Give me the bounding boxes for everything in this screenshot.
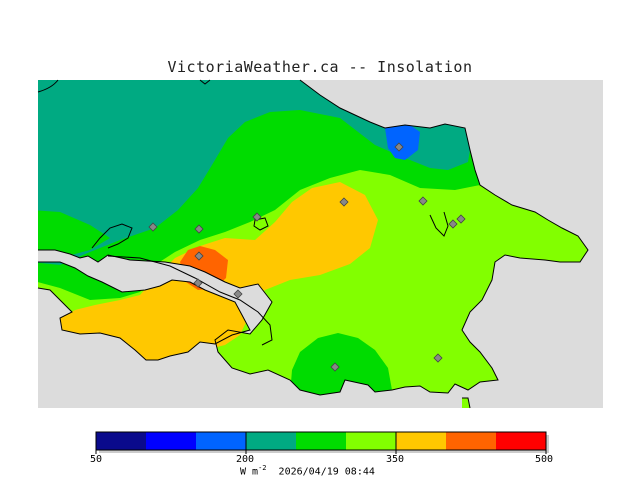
contour-50-125-region bbox=[385, 125, 420, 160]
station-marker-12[interactable] bbox=[433, 353, 443, 363]
coastline-bay-west bbox=[429, 211, 449, 237]
legend-bin-2 bbox=[146, 432, 196, 450]
coastline-island bbox=[253, 217, 269, 231]
legend-units: W m-2 2026/04/19 08:44 bbox=[240, 464, 375, 477]
legend-bin-4 bbox=[246, 432, 296, 450]
coastline-north-mainland bbox=[38, 79, 589, 396]
legend-bin-5 bbox=[296, 432, 346, 450]
coastline-spit bbox=[107, 255, 273, 346]
legend-bin-6 bbox=[346, 432, 396, 450]
legend-tick-50: 50 bbox=[89, 454, 103, 465]
color-legend bbox=[95, 431, 549, 454]
station-marker-8[interactable] bbox=[456, 214, 466, 224]
legend-bin-9 bbox=[496, 432, 546, 450]
coastline-rock bbox=[462, 397, 471, 409]
legend-tick-200: 200 bbox=[235, 454, 255, 465]
station-marker-13[interactable] bbox=[193, 278, 203, 288]
legend-tick-350: 350 bbox=[385, 454, 405, 465]
station-marker-11[interactable] bbox=[330, 362, 340, 372]
station-marker-1[interactable] bbox=[394, 142, 404, 152]
map-title: VictoriaWeather.ca -- Insolation bbox=[167, 58, 473, 76]
station-marker-3[interactable] bbox=[194, 224, 204, 234]
coastline-corner bbox=[37, 79, 59, 93]
contour-200-275-region-south bbox=[290, 333, 392, 398]
station-marker-4[interactable] bbox=[252, 212, 262, 222]
station-marker-5[interactable] bbox=[339, 197, 349, 207]
map-timestamp: 2026/04/19 08:44 bbox=[278, 466, 375, 478]
unit-exponent: -2 bbox=[258, 464, 267, 472]
station-marker-6[interactable] bbox=[418, 196, 428, 206]
legend-bin-3 bbox=[196, 432, 246, 450]
coastline-south-peninsula bbox=[37, 261, 251, 361]
station-markers bbox=[148, 142, 466, 372]
unit-prefix: W m bbox=[240, 466, 259, 478]
legend-bin-1 bbox=[96, 432, 146, 450]
coastline-inlet bbox=[91, 223, 133, 249]
station-marker-9[interactable] bbox=[194, 251, 204, 261]
station-marker-7[interactable] bbox=[448, 219, 458, 229]
coastline-small-point bbox=[199, 79, 211, 85]
station-marker-2[interactable] bbox=[148, 222, 158, 232]
contour-200-275-band-west bbox=[38, 210, 110, 258]
station-marker-10[interactable] bbox=[233, 289, 243, 299]
coastline bbox=[37, 79, 589, 409]
legend-bin-8 bbox=[446, 432, 496, 450]
legend-bin-7 bbox=[396, 432, 446, 450]
legend-tick-500: 500 bbox=[534, 454, 554, 465]
